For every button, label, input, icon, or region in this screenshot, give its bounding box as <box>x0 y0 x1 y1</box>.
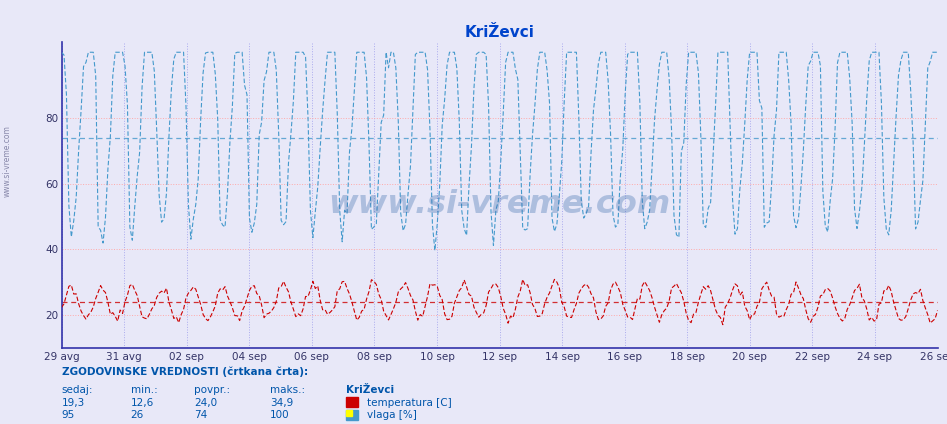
Text: temperatura [C]: temperatura [C] <box>367 398 452 408</box>
Text: www.si-vreme.com: www.si-vreme.com <box>329 189 670 220</box>
Text: www.si-vreme.com: www.si-vreme.com <box>3 125 12 197</box>
Text: povpr.:: povpr.: <box>194 385 230 396</box>
Text: 19,3: 19,3 <box>62 398 85 408</box>
Text: 74: 74 <box>194 410 207 421</box>
Text: maks.:: maks.: <box>270 385 305 396</box>
Text: ZGODOVINSKE VREDNOSTI (črtkana črta):: ZGODOVINSKE VREDNOSTI (črtkana črta): <box>62 367 308 377</box>
Text: 12,6: 12,6 <box>131 398 154 408</box>
Text: 95: 95 <box>62 410 75 421</box>
Text: sedaj:: sedaj: <box>62 385 93 396</box>
Title: KriŽevci: KriŽevci <box>465 25 534 40</box>
Text: 100: 100 <box>270 410 290 421</box>
Text: 24,0: 24,0 <box>194 398 217 408</box>
Text: vlaga [%]: vlaga [%] <box>367 410 418 421</box>
Text: min.:: min.: <box>131 385 157 396</box>
Text: 34,9: 34,9 <box>270 398 294 408</box>
Text: 26: 26 <box>131 410 144 421</box>
Text: KriŽevci: KriŽevci <box>346 385 394 396</box>
